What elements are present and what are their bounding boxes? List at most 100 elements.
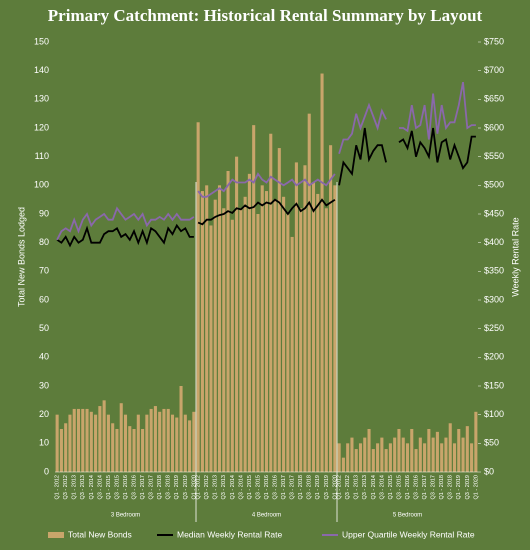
bar — [205, 185, 209, 473]
bar — [431, 437, 435, 472]
bar — [303, 165, 307, 472]
x-tick-label: Q1 - 2017 — [140, 475, 146, 499]
x-tick-label: Q1 - 2012 — [337, 475, 343, 499]
bar — [333, 185, 337, 473]
line — [56, 206, 195, 241]
chart-title: Primary Catchment: Historical Rental Sum… — [48, 6, 483, 25]
x-tick-label: Q1 - 2014 — [230, 475, 236, 499]
bar — [414, 449, 418, 472]
x-tick-label: Q3 - 2017 — [431, 475, 437, 499]
bar — [145, 414, 149, 472]
x-tick-label: Q1 - 2013 — [72, 475, 78, 499]
bar — [132, 429, 136, 472]
bar — [405, 443, 410, 472]
y-tick-label: 120 — [34, 122, 49, 132]
x-tick-label: Q3 - 2013 — [221, 475, 227, 499]
bar — [188, 420, 192, 472]
line — [398, 127, 476, 170]
bar — [282, 196, 286, 473]
x-tick-label: Q3 - 2017 — [290, 475, 296, 499]
bar — [59, 429, 63, 472]
x-tick-label: Q3 - 2015 — [396, 475, 402, 499]
bar — [102, 400, 106, 472]
y2-tick-label: $600 — [484, 122, 504, 132]
line — [56, 223, 194, 248]
bar — [55, 414, 59, 472]
x-tick-label: Q3 - 2014 — [97, 475, 103, 499]
x-tick-label: Q3 - 2012 — [63, 475, 69, 499]
x-tick-label: Q1 - 2019 — [456, 475, 462, 499]
bar — [294, 162, 298, 472]
bar — [170, 414, 175, 472]
legend-label: Upper Quartile Weekly Rental Rate — [342, 529, 475, 539]
y-tick-label: 110 — [35, 151, 49, 161]
bar — [264, 191, 269, 473]
x-tick-label: Q1 - 2013 — [213, 475, 219, 499]
y-tick-label: 100 — [34, 180, 49, 190]
bar — [256, 214, 260, 472]
bar — [209, 225, 213, 472]
bar — [153, 406, 157, 472]
bar — [452, 443, 457, 472]
x-tick-label: Q3 - 2013 — [362, 475, 368, 499]
x-tick-label: Q1 - 2015 — [106, 475, 112, 499]
bar — [179, 386, 183, 472]
bar — [401, 437, 405, 472]
x-tick-label: Q3 - 2016 — [131, 475, 137, 499]
y-tick-label: 30 — [39, 380, 49, 390]
bar — [423, 443, 427, 472]
x-tick-label: Q1 - 2013 — [354, 475, 360, 499]
line — [338, 102, 387, 155]
bar — [111, 423, 115, 472]
bar — [94, 414, 98, 472]
y2-tick-label: $450 — [484, 208, 504, 218]
bar — [376, 443, 380, 472]
x-tick-label: Q3 - 2015 — [114, 475, 120, 499]
bar — [119, 403, 123, 472]
bar — [277, 148, 281, 473]
bar — [371, 449, 375, 472]
x-tick-label: Q3 - 2014 — [238, 475, 244, 499]
x-tick-label: Q3 - 2016 — [272, 475, 278, 499]
x-tick-label: Q1 - 2014 — [371, 475, 377, 499]
y2-tick-label: $300 — [484, 294, 504, 304]
bar — [106, 414, 110, 472]
bar — [89, 411, 93, 472]
bar — [239, 208, 243, 472]
x-tick-label: Q3 - 2018 — [448, 475, 454, 499]
x-tick-label: Q3 - 2019 — [465, 475, 471, 499]
line — [338, 127, 387, 186]
bar — [183, 414, 187, 472]
legend-label: Total New Bonds — [68, 529, 132, 539]
x-tick-label: Q1 - 2020 — [473, 475, 479, 499]
group-label: 4 Bedroom — [252, 513, 281, 519]
bar — [410, 429, 414, 472]
bar — [354, 449, 358, 472]
bar — [196, 122, 200, 473]
y2-tick-label: $50 — [484, 438, 499, 448]
y-tick-label: 80 — [39, 237, 49, 247]
x-tick-label: Q3 - 2015 — [255, 475, 261, 499]
x-tick-label: Q3 - 2019 — [324, 475, 330, 499]
bar — [76, 408, 81, 472]
bar — [384, 449, 388, 472]
x-tick-label: Q3 - 2019 — [183, 475, 189, 499]
bar — [273, 199, 277, 472]
bar — [299, 208, 303, 472]
y2-axis-label: Weekly Rental Rate — [510, 217, 520, 296]
legend-label: Median Weekly Rental Rate — [177, 529, 282, 539]
bar — [350, 437, 354, 472]
y2-tick-label: $550 — [484, 151, 504, 161]
y-tick-label: 140 — [34, 65, 49, 75]
x-tick-label: Q3 - 2012 — [204, 475, 210, 499]
bar — [470, 443, 474, 472]
x-tick-label: Q1 - 2018 — [298, 475, 304, 499]
bar — [200, 191, 204, 473]
bar — [222, 208, 226, 472]
bar — [393, 437, 397, 472]
bar — [158, 411, 162, 472]
line — [197, 172, 336, 198]
bar — [341, 457, 345, 472]
y-axis-label: Total New Bonds Lodged — [16, 207, 26, 307]
